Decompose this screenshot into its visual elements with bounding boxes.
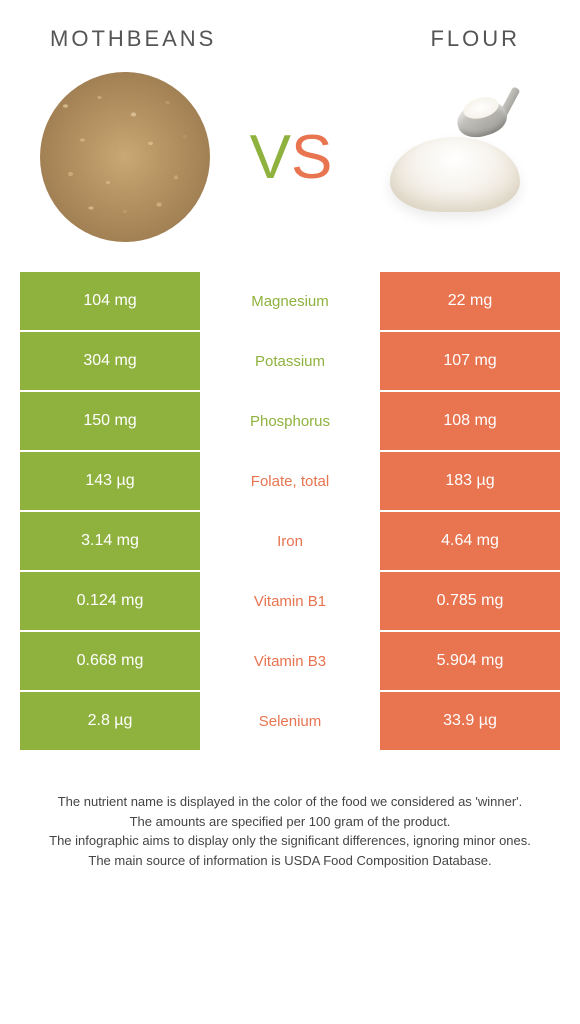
table-row: 304 mgPotassium107 mg — [20, 332, 560, 390]
value-left: 104 mg — [20, 272, 200, 330]
scoop-icon — [457, 92, 522, 140]
nutrient-name: Iron — [200, 512, 380, 570]
value-left: 2.8 µg — [20, 692, 200, 750]
table-row: 0.668 mgVitamin B35.904 mg — [20, 632, 560, 690]
table-row: 150 mgPhosphorus108 mg — [20, 392, 560, 450]
value-left: 150 mg — [20, 392, 200, 450]
footer-line: The infographic aims to display only the… — [28, 831, 552, 851]
value-left: 0.668 mg — [20, 632, 200, 690]
nutrient-name: Magnesium — [200, 272, 380, 330]
nutrient-name: Potassium — [200, 332, 380, 390]
value-right: 107 mg — [380, 332, 560, 390]
value-left: 304 mg — [20, 332, 200, 390]
table-row: 0.124 mgVitamin B10.785 mg — [20, 572, 560, 630]
footer-line: The amounts are specified per 100 gram o… — [28, 812, 552, 832]
value-right: 22 mg — [380, 272, 560, 330]
header: MOTHBEANS FLOUR — [0, 0, 580, 62]
nutrient-name: Folate, total — [200, 452, 380, 510]
flour-pile-icon — [390, 137, 520, 212]
value-right: 183 µg — [380, 452, 560, 510]
table-row: 3.14 mgIron4.64 mg — [20, 512, 560, 570]
footer-line: The nutrient name is displayed in the co… — [28, 792, 552, 812]
table-row: 2.8 µgSelenium33.9 µg — [20, 692, 560, 750]
nutrient-name: Vitamin B1 — [200, 572, 380, 630]
nutrient-name: Vitamin B3 — [200, 632, 380, 690]
value-left: 3.14 mg — [20, 512, 200, 570]
nutrient-name: Selenium — [200, 692, 380, 750]
footer-line: The main source of information is USDA F… — [28, 851, 552, 871]
value-left: 143 µg — [20, 452, 200, 510]
table-row: 143 µgFolate, total183 µg — [20, 452, 560, 510]
value-right: 0.785 mg — [380, 572, 560, 630]
flour-image — [370, 72, 540, 242]
table-row: 104 mgMagnesium22 mg — [20, 272, 560, 330]
nutrient-name: Phosphorus — [200, 392, 380, 450]
value-right: 33.9 µg — [380, 692, 560, 750]
value-left: 0.124 mg — [20, 572, 200, 630]
value-right: 5.904 mg — [380, 632, 560, 690]
images-row: V S — [0, 62, 580, 262]
footer-notes: The nutrient name is displayed in the co… — [0, 752, 580, 870]
title-right: FLOUR — [430, 26, 520, 52]
mothbeans-image — [40, 72, 210, 242]
value-right: 4.64 mg — [380, 512, 560, 570]
vs-s: S — [291, 122, 330, 193]
nutrient-table: 104 mgMagnesium22 mg304 mgPotassium107 m… — [20, 272, 560, 750]
title-left: MOTHBEANS — [50, 26, 216, 52]
vs-v: V — [250, 122, 289, 193]
vs-label: V S — [250, 122, 331, 193]
value-right: 108 mg — [380, 392, 560, 450]
